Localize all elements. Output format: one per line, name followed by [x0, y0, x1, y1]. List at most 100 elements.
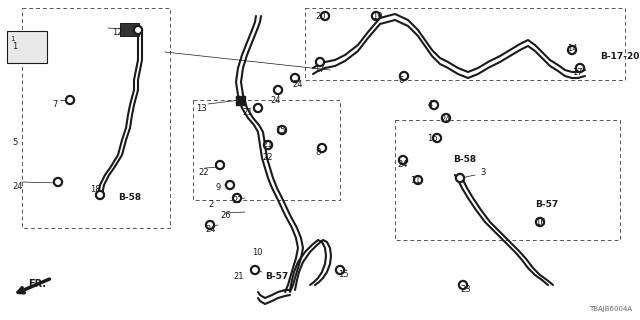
Circle shape: [205, 220, 214, 229]
Circle shape: [278, 125, 287, 134]
Text: 21: 21: [233, 272, 243, 281]
Bar: [305, 8, 625, 80]
Text: 24: 24: [397, 160, 408, 169]
Text: FR.: FR.: [28, 279, 46, 289]
Text: 23: 23: [460, 285, 470, 294]
Circle shape: [317, 143, 326, 153]
FancyBboxPatch shape: [7, 31, 47, 63]
Bar: [395, 120, 620, 240]
Text: 1: 1: [12, 42, 17, 51]
Text: B-57: B-57: [265, 272, 288, 281]
Text: B-17-20: B-17-20: [600, 52, 639, 61]
Text: 22: 22: [262, 153, 273, 162]
Circle shape: [575, 63, 584, 73]
Text: 12: 12: [112, 28, 122, 37]
Text: 17: 17: [572, 68, 582, 77]
Circle shape: [371, 12, 381, 20]
Circle shape: [456, 173, 465, 182]
Circle shape: [276, 88, 280, 92]
Circle shape: [338, 268, 342, 272]
Text: 16: 16: [535, 218, 546, 227]
Circle shape: [320, 146, 324, 150]
Text: 24: 24: [440, 115, 451, 124]
Text: 17: 17: [314, 65, 324, 74]
Text: B-58: B-58: [453, 155, 476, 164]
Circle shape: [256, 106, 260, 110]
Circle shape: [291, 74, 300, 83]
Circle shape: [95, 190, 104, 199]
Circle shape: [429, 100, 438, 109]
Text: 14: 14: [567, 44, 577, 53]
Circle shape: [335, 266, 344, 275]
Circle shape: [228, 183, 232, 187]
Circle shape: [98, 193, 102, 197]
Text: 2: 2: [208, 200, 213, 209]
Circle shape: [399, 156, 408, 164]
Text: 6: 6: [398, 76, 403, 85]
Circle shape: [570, 48, 574, 52]
Text: 5: 5: [12, 138, 17, 147]
Circle shape: [399, 71, 408, 81]
Text: B-58: B-58: [118, 193, 141, 202]
Circle shape: [134, 26, 143, 35]
Circle shape: [292, 76, 297, 80]
Circle shape: [253, 103, 262, 113]
Circle shape: [458, 176, 462, 180]
Bar: [236, 95, 244, 105]
Circle shape: [68, 98, 72, 102]
Circle shape: [374, 14, 378, 18]
Circle shape: [280, 128, 284, 132]
Circle shape: [253, 268, 257, 272]
Circle shape: [568, 45, 577, 54]
Text: 27: 27: [232, 196, 243, 205]
Circle shape: [323, 14, 327, 18]
Circle shape: [56, 180, 60, 184]
Circle shape: [458, 281, 467, 290]
Circle shape: [433, 133, 442, 142]
Text: 16: 16: [427, 134, 438, 143]
Text: 10: 10: [252, 248, 262, 257]
Circle shape: [536, 218, 545, 227]
Circle shape: [235, 196, 239, 200]
Circle shape: [136, 28, 140, 32]
Circle shape: [416, 178, 420, 182]
Bar: [193, 100, 340, 200]
Circle shape: [461, 283, 465, 287]
Text: 24: 24: [270, 96, 280, 105]
Circle shape: [435, 136, 439, 140]
Text: 3: 3: [480, 168, 485, 177]
Text: 24: 24: [292, 80, 303, 89]
Circle shape: [54, 178, 63, 187]
Circle shape: [232, 194, 241, 203]
FancyBboxPatch shape: [120, 22, 138, 36]
Circle shape: [444, 116, 448, 120]
Circle shape: [538, 220, 542, 224]
Circle shape: [216, 161, 225, 170]
Text: 1: 1: [10, 36, 15, 42]
Circle shape: [442, 114, 451, 123]
Circle shape: [578, 66, 582, 70]
Text: 24: 24: [205, 225, 216, 234]
Text: 21: 21: [262, 140, 273, 149]
Text: 22: 22: [198, 168, 209, 177]
Circle shape: [413, 175, 422, 185]
Text: 18: 18: [90, 185, 100, 194]
Text: 19: 19: [372, 12, 383, 21]
Circle shape: [208, 223, 212, 227]
Text: 7: 7: [52, 100, 58, 109]
Circle shape: [401, 158, 405, 162]
Text: 21: 21: [242, 108, 253, 117]
Text: 8: 8: [315, 148, 321, 157]
Text: 4: 4: [428, 100, 433, 109]
Circle shape: [218, 163, 222, 167]
Text: 24: 24: [12, 182, 22, 191]
Bar: [22, 8, 170, 228]
Circle shape: [273, 85, 282, 94]
Text: TBAJB6004A: TBAJB6004A: [589, 306, 632, 312]
Circle shape: [264, 140, 273, 149]
Text: 11: 11: [410, 176, 420, 185]
Circle shape: [316, 58, 324, 67]
Text: B-57: B-57: [535, 200, 558, 209]
Text: 15: 15: [275, 126, 285, 135]
Text: 20: 20: [315, 12, 326, 21]
